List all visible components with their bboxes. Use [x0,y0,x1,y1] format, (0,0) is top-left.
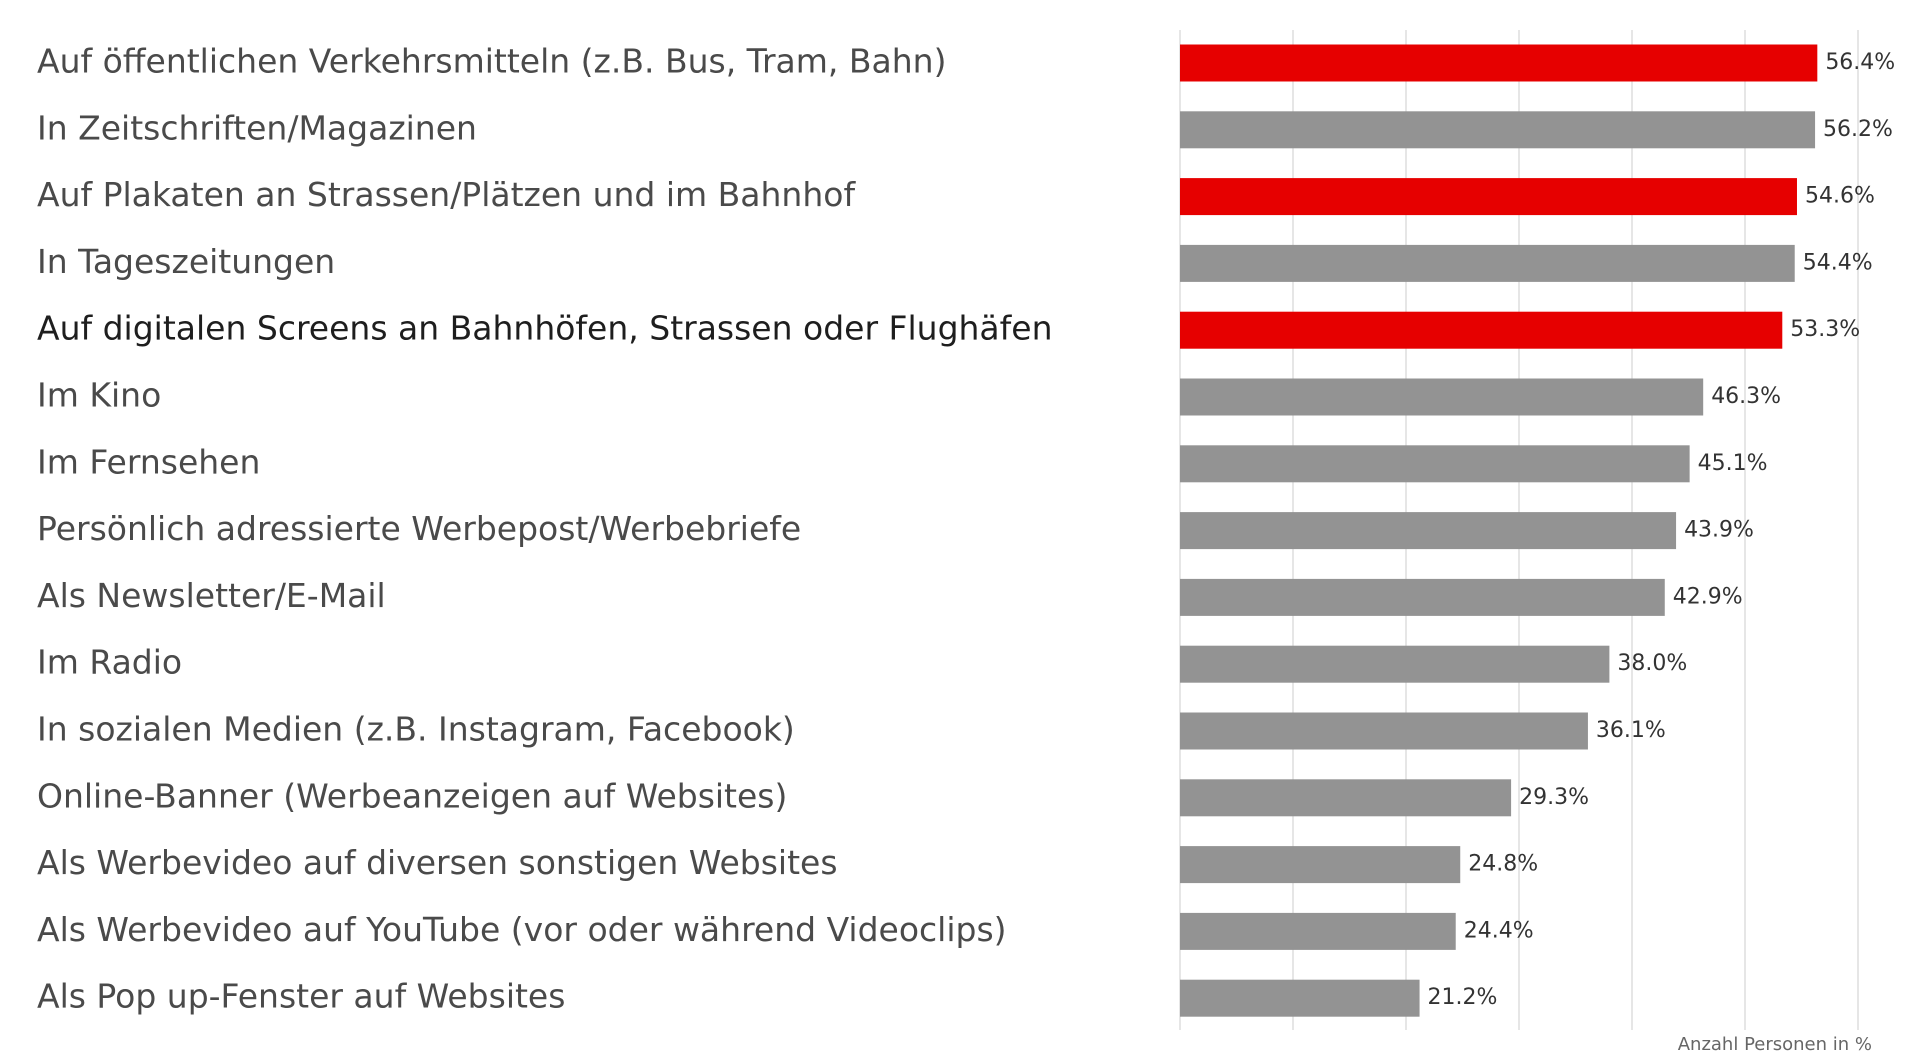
value-label: 46.3% [1711,384,1781,409]
bars [1180,44,1818,1017]
value-label: 54.6% [1805,184,1875,209]
value-label: 43.9% [1684,518,1754,543]
bar [1180,512,1677,550]
bar [1180,178,1797,216]
value-label: 54.4% [1803,250,1873,275]
bar [1180,846,1461,884]
value-label: 42.9% [1673,584,1743,609]
bar [1180,244,1795,282]
bar [1180,645,1610,683]
value-labels: 56.4% 56.2% 54.6% 54.4% 53.3% 46.3% 45.1% 43.9%… [1428,50,1896,1010]
value-label: 56.2% [1823,117,1893,142]
bar [1180,311,1783,349]
category-label: In Tageszeitungen [37,242,335,281]
bar [1180,44,1818,82]
category-label: Im Kino [37,376,161,415]
category-label: Als Pop up-Fenster auf Websites [37,977,565,1016]
value-label: 21.2% [1428,985,1498,1010]
bar [1180,712,1588,750]
value-label: 36.1% [1596,718,1666,743]
category-label: Als Werbevideo auf YouTube (vor oder wäh… [37,910,1007,949]
value-label: 24.8% [1468,852,1538,877]
bar [1180,445,1690,483]
bar [1180,111,1816,149]
bar [1180,912,1456,950]
category-labels: Auf öffentlichen Verkehrsmitteln (z.B. B… [37,42,1053,1016]
category-label: Auf digitalen Screens an Bahnhöfen, Stra… [37,309,1053,348]
category-label: Als Newsletter/E-Mail [37,576,386,615]
bar [1180,578,1665,616]
category-label: Auf öffentlichen Verkehrsmitteln (z.B. B… [37,42,946,81]
category-label: Persönlich adressierte Werbepost/Werbebr… [37,509,801,548]
value-label: 29.3% [1519,785,1589,810]
value-label: 56.4% [1825,50,1895,75]
value-label: 38.0% [1617,651,1687,676]
value-label: 24.4% [1464,918,1534,943]
category-label: Auf Plakaten an Strassen/Plätzen und im … [37,175,856,214]
bar [1180,979,1420,1017]
value-label: 53.3% [1790,317,1860,342]
bar [1180,779,1512,817]
category-label: Online-Banner (Werbeanzeigen auf Website… [37,776,787,815]
category-label: In sozialen Medien (z.B. Instagram, Face… [37,710,795,749]
category-label: Als Werbevideo auf diversen sonstigen We… [37,843,838,882]
x-axis-label: Anzahl Personen in % [1678,1034,1872,1055]
category-label: In Zeitschriften/Magazinen [37,108,477,147]
category-label: Im Radio [37,643,182,682]
category-label: Im Fernsehen [37,442,260,481]
value-label: 45.1% [1698,451,1768,476]
bar [1180,378,1704,416]
